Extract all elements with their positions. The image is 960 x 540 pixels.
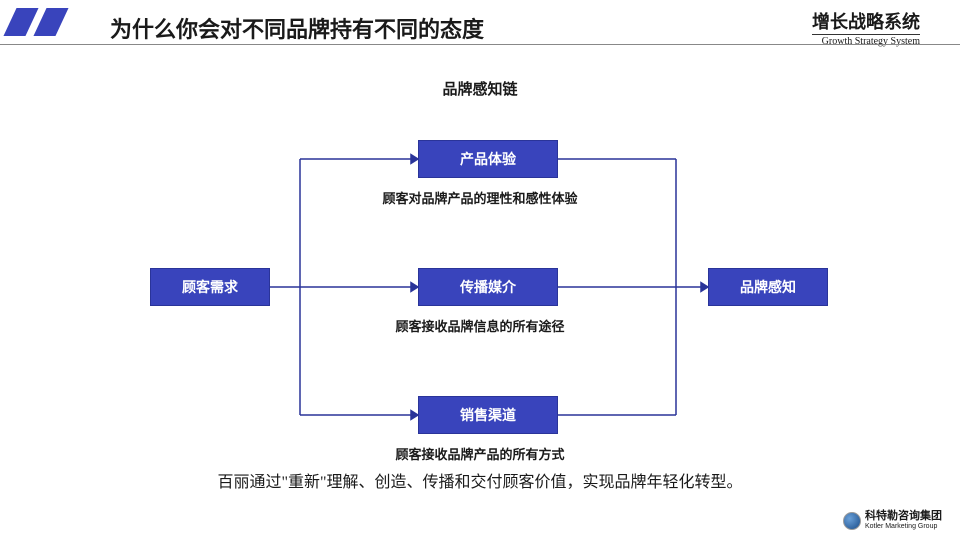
flow-box-right: 品牌感知: [708, 268, 828, 306]
header-decoration: [0, 8, 80, 38]
flow-subtitle-0: 顾客对品牌产品的理性和感性体验: [382, 188, 577, 207]
flow-box-mid-1: 传播媒介: [418, 268, 558, 306]
flow-box-left: 顾客需求: [150, 268, 270, 306]
flow-box-mid-2: 销售渠道: [418, 396, 558, 434]
page-title: 为什么你会对不同品牌持有不同的态度: [110, 12, 484, 44]
header-right-cn: 增长战略系统: [812, 8, 920, 34]
header: 为什么你会对不同品牌持有不同的态度 增长战略系统 Growth Strategy…: [0, 0, 960, 60]
flow-subtitle-2: 顾客接收品牌产品的所有方式: [395, 444, 564, 463]
flow-subtitle-1: 顾客接收品牌信息的所有途径: [395, 316, 564, 335]
decoration-bar-2: [33, 8, 68, 36]
header-right: 增长战略系统 Growth Strategy System: [812, 8, 920, 47]
decoration-bar-1: [3, 8, 38, 36]
flow-box-mid-0: 产品体验: [418, 140, 558, 178]
logo-text: 科特勒咨询集团 Kotler Marketing Group: [865, 511, 942, 530]
header-divider: [0, 44, 960, 45]
footer-logo: 科特勒咨询集团 Kotler Marketing Group: [843, 511, 942, 530]
logo-cn: 科特勒咨询集团: [865, 511, 942, 523]
diagram-container: 品牌感知链 顾客需求 品牌感知 产品体验顾客对品牌产品的理性和感性体验传播媒介顾客接…: [0, 78, 960, 448]
bottom-caption: 百丽通过"重新"理解、创造、传播和交付顾客价值，实现品牌年轻化转型。: [217, 468, 742, 492]
logo-en: Kotler Marketing Group: [865, 523, 942, 530]
logo-icon: [843, 512, 861, 530]
header-right-en: Growth Strategy System: [812, 34, 920, 47]
diagram-title: 品牌感知链: [442, 78, 517, 99]
connector-lines: [0, 78, 960, 448]
